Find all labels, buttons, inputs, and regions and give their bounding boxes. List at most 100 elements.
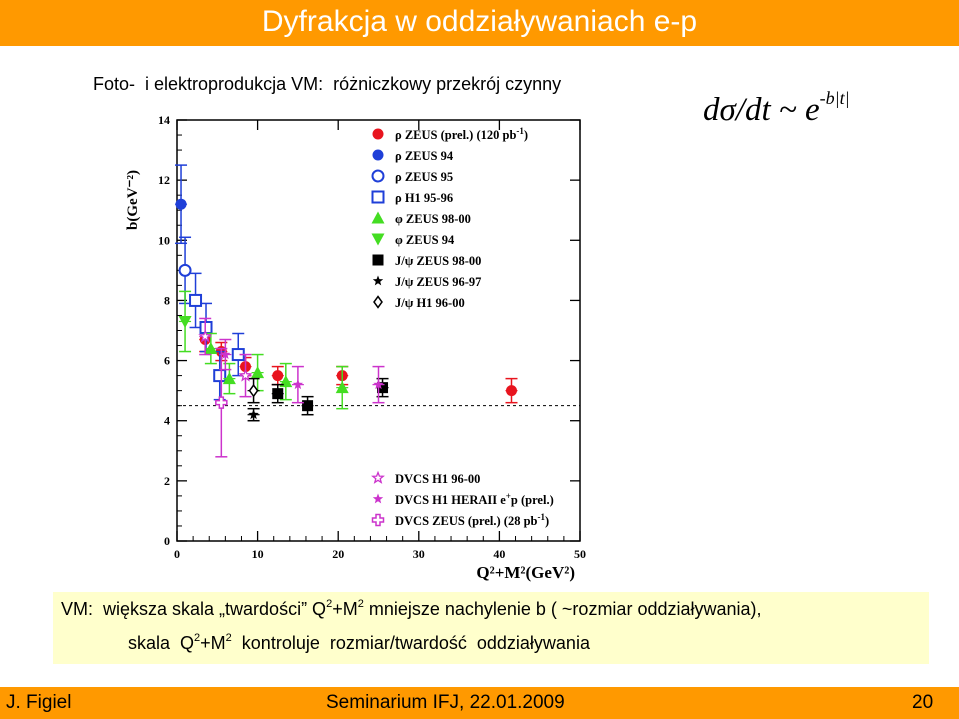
- data-point: [178, 315, 192, 328]
- cross-section-formula: dσ/dt ~ e-b|t|: [703, 80, 850, 128]
- data-point-group: [189, 272, 203, 329]
- data-point-group: [247, 407, 260, 422]
- y-tick-label: 2: [164, 474, 170, 488]
- data-point: [292, 379, 304, 390]
- conclusion-line-2-sup1: 2: [194, 632, 201, 644]
- legend-entry: DVCS ZEUS (prel.) (28 pb-1): [395, 512, 549, 528]
- data-point: [213, 369, 227, 383]
- legend-entry: ρ ZEUS 94: [395, 149, 454, 163]
- y-tick-label: 6: [164, 354, 170, 368]
- conclusion-line-2-b: +M: [200, 633, 226, 653]
- conclusion-line-2-a: skala Q: [128, 633, 195, 653]
- data-point-group: [301, 395, 314, 416]
- legend-entry: J/ψ ZEUS 96-97: [395, 275, 481, 289]
- data-point-group: [238, 353, 253, 398]
- legend-entry: DVCS H1 96-00: [395, 472, 480, 486]
- y-tick-label: 8: [164, 293, 170, 307]
- legend-entry: J/ψ H1 96-00: [395, 296, 465, 310]
- footer-event: Seminarium IFJ, 22.01.2009: [326, 692, 565, 713]
- conclusion-line-2-c: kontroluje rozmiar/twardość oddziaływani…: [231, 633, 590, 653]
- legend-marker: [373, 295, 383, 309]
- footer-bar: J. Figiel Seminarium IFJ, 22.01.2009 20: [0, 687, 959, 719]
- data-point-group: [247, 377, 260, 404]
- data-point: [178, 263, 192, 277]
- formula-base: dσ/dt ~ e: [703, 92, 820, 128]
- footer-author: J. Figiel: [6, 692, 72, 713]
- data-point-group: [198, 317, 213, 356]
- legend-marker: [372, 149, 384, 161]
- legend-entry: DVCS H1 HERAII e+p (prel.): [395, 491, 554, 507]
- data-point: [248, 409, 259, 420]
- x-tick-label: 40: [493, 547, 505, 561]
- data-point-group: [204, 332, 218, 365]
- x-axis-label: Q²+M²(GeV²): [476, 563, 575, 582]
- slide-subtitle: Foto- i elektroprodukcja VM: różniczkowy…: [93, 74, 562, 94]
- legend-marker: [371, 211, 385, 224]
- data-point-group: [178, 290, 192, 353]
- data-point: [272, 388, 284, 400]
- data-point: [204, 342, 218, 355]
- y-tick-label: 14: [158, 113, 170, 127]
- legend-marker: [372, 254, 384, 266]
- x-tick-label: 10: [252, 547, 264, 561]
- data-point-group: [335, 365, 349, 410]
- legend-marker: [371, 470, 385, 484]
- data-point: [198, 329, 213, 343]
- legend-entry: ρ H1 95-96: [395, 191, 453, 205]
- legend-marker: [371, 169, 385, 183]
- conclusion-line-1-sup2: 2: [357, 598, 364, 610]
- data-point-group: [215, 347, 228, 458]
- slope-b-chart: 0 10 20 30 40 50 0 2 4 6 8 10 12 14 ρ ZEUS (prel.) (1…: [125, 113, 586, 582]
- conclusion-line-1-c: mniejsze nachylenie b ( ~rozmiar oddział…: [363, 599, 762, 619]
- legend-entry: ρ ZEUS 95: [395, 170, 453, 184]
- formula-exponent: -b|t|: [819, 88, 850, 108]
- conclusion-line-1-a: VM: większa skala „twardości” Q: [61, 599, 327, 619]
- conclusion-line-2-sup2: 2: [225, 632, 232, 644]
- data-point: [175, 198, 187, 210]
- title-bar: Dyfrakcja w oddziaływaniach e-p: [0, 0, 959, 46]
- data-point: [238, 368, 253, 382]
- data-point: [377, 382, 389, 394]
- conclusion-line-2: skala Q2+M2 kontroluje rozmiar/twardość …: [128, 632, 590, 654]
- data-point-group: [222, 362, 236, 395]
- data-point: [222, 372, 236, 385]
- legend-entry: J/ψ ZEUS 98-00: [395, 254, 481, 268]
- legend-entry: φ ZEUS 98-00: [395, 212, 471, 226]
- data-point: [248, 383, 259, 398]
- data-point-group: [213, 350, 227, 401]
- data-point: [220, 349, 231, 359]
- legend-marker: [372, 493, 384, 504]
- data-point: [215, 396, 228, 409]
- data-point-group: [175, 164, 188, 245]
- slide-title: Dyfrakcja w oddziaływaniach e-p: [261, 5, 698, 38]
- legend-marker: [371, 190, 385, 204]
- data-point-group: [271, 383, 284, 404]
- data-point-group: [291, 365, 304, 404]
- data-point-group: [372, 365, 385, 404]
- data-point: [251, 366, 265, 379]
- x-tick-label: 30: [413, 547, 425, 561]
- data-point: [335, 381, 349, 394]
- y-tick-label: 12: [158, 173, 170, 187]
- data-point: [373, 379, 384, 390]
- data-point: [302, 400, 314, 412]
- x-tick-label: 20: [332, 547, 344, 561]
- x-tick-label: 50: [574, 547, 586, 561]
- data-point: [272, 370, 284, 382]
- footer-page-number: 20: [912, 692, 934, 713]
- legend-marker: [371, 233, 385, 246]
- y-axis-label: b(GeV⁻²): [125, 170, 141, 230]
- data-point-group: [231, 332, 245, 377]
- conclusion-box: VM: większa skala „twardości” Q2+M2 mnie…: [53, 592, 929, 664]
- conclusion-line-1-sup1: 2: [326, 598, 333, 610]
- y-tick-label: 4: [164, 414, 170, 428]
- data-point: [505, 385, 517, 397]
- data-point: [189, 293, 203, 307]
- data-point-group: [505, 377, 518, 404]
- y-tick-label: 0: [164, 534, 170, 548]
- legend-marker: [372, 128, 384, 140]
- x-tick-label: 0: [174, 547, 180, 561]
- conclusion-line-1: VM: większa skala „twardości” Q2+M2 mnie…: [61, 598, 762, 620]
- y-tick-label: 10: [158, 233, 170, 247]
- legend-entry: ρ ZEUS (prel.) (120 pb-1): [395, 126, 528, 142]
